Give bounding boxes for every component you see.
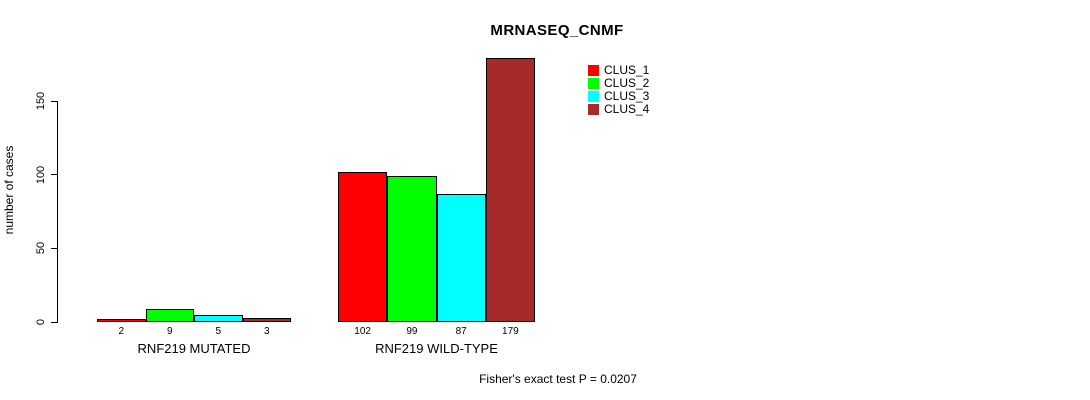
legend-item-clus_2: CLUS_2 [588,77,649,90]
y-tick-mark [51,247,58,249]
bar-clus_4-group2 [485,58,535,322]
y-axis-label: number of cases [2,145,16,235]
legend-swatch-icon [588,104,599,115]
group-label: RNF219 MUTATED [137,341,251,356]
legend: CLUS_1 CLUS_2 CLUS_3 CLUS_4 [588,64,649,116]
bar-value-label: 2 [118,326,125,337]
y-tick-mark [51,100,58,102]
bar-clus_2-group1 [145,309,194,322]
stat-annotation: Fisher's exact test P = 0.0207 [479,372,637,386]
y-tick-label: 150 [35,91,47,111]
legend-label: CLUS_3 [604,89,650,103]
bar-clus_3-group2 [436,194,486,322]
bar-clus_1-group2 [338,172,388,322]
bar-value-label: 9 [166,326,173,337]
bar-clus_3-group1 [194,315,243,322]
bar-value-label: 179 [502,326,519,337]
bar-clus_4-group1 [242,318,291,322]
legend-swatch-icon [588,65,599,76]
legend-item-clus_3: CLUS_3 [588,90,649,103]
bar-clus_2-group2 [387,176,437,322]
bar-clus_1-group1 [97,319,146,322]
legend-swatch-icon [588,78,599,89]
legend-label: CLUS_4 [604,102,650,116]
bar-value-label: 3 [263,326,270,337]
legend-swatch-icon [588,91,599,102]
legend-label: CLUS_1 [604,63,650,77]
legend-item-clus_4: CLUS_4 [588,103,649,116]
bar-value-label: 5 [215,326,222,337]
y-tick-mark [51,321,58,323]
y-tick-mark [51,174,58,176]
bar-value-label: 87 [455,326,467,337]
y-axis-line [57,101,58,323]
y-tick-label: 100 [35,165,47,184]
legend-label: CLUS_2 [604,76,650,90]
chart-title: MRNASEQ_CNMF [490,22,624,39]
y-tick-label: 50 [35,242,47,255]
bar-value-label: 99 [406,326,418,337]
legend-item-clus_1: CLUS_1 [588,64,649,77]
group-label: RNF219 WILD-TYPE [375,341,498,356]
y-tick-label: 0 [35,318,47,326]
bar-value-label: 102 [354,326,371,337]
